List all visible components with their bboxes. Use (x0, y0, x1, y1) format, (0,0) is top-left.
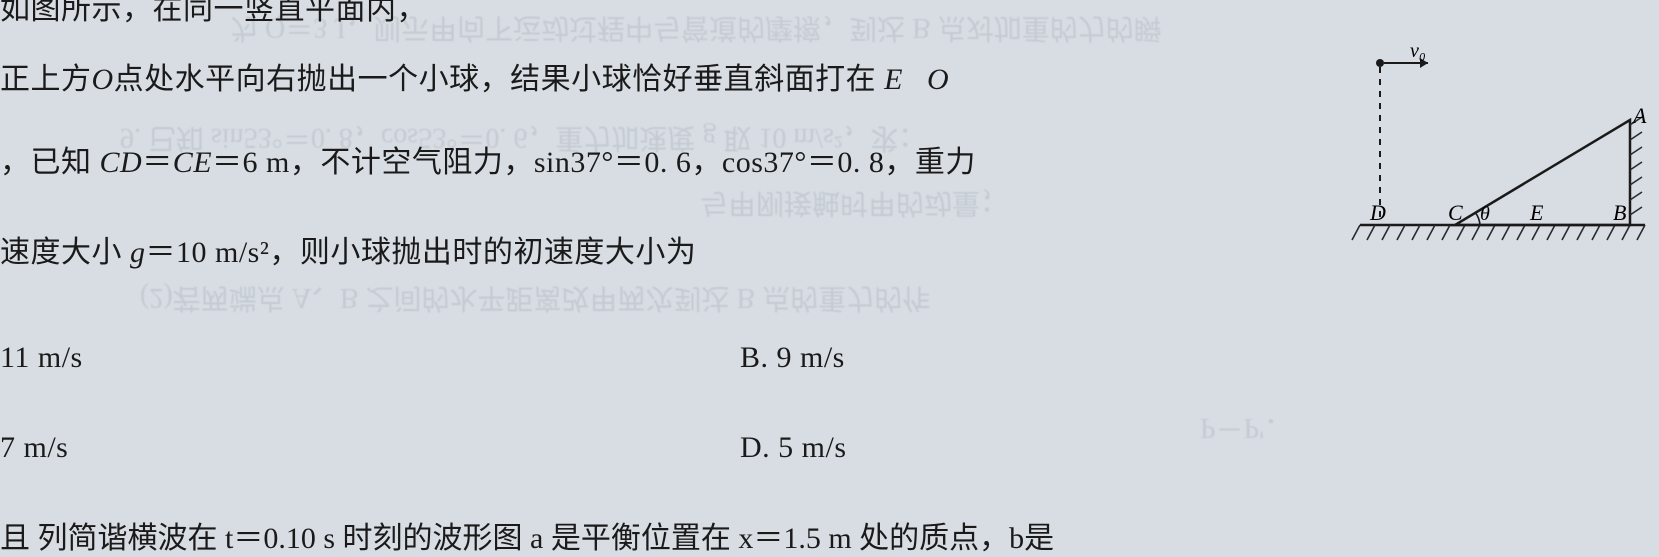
ghost-line: 与甲刚接触时甲的动量； (700, 185, 1008, 225)
diagram-svg: v₀ (1350, 45, 1650, 255)
problem-line-2: ，已知 CD＝CE＝6 m，不计空气阻力，sin37°＝0. 6，cos37°＝… (0, 145, 976, 181)
ground-hatch (1352, 225, 1645, 240)
option-d: D. 5 m/s (740, 430, 847, 466)
option-b: B. 9 m/s (740, 340, 845, 376)
text: ＝10 m/s²，则小球抛出时的初速度大小为 (146, 236, 697, 269)
label-theta: θ (1480, 203, 1490, 225)
page-root: 为 Q＝3 J，则示甲向下运动过程中与管道的摩擦，到达 B 点对加重的力的瞬 9… (0, 0, 1659, 551)
label-E: E (1529, 200, 1544, 225)
label-D: D (1369, 200, 1386, 225)
point-O2: O (927, 63, 949, 96)
label-B: B (1613, 200, 1626, 225)
point-O: O (92, 63, 114, 96)
option-c: 7 m/s (0, 430, 68, 466)
projectile-diagram: v₀ (1350, 45, 1650, 255)
eq: ＝ (142, 146, 173, 179)
label-A: A (1631, 103, 1647, 128)
text: ，已知 (0, 146, 100, 179)
var-g: g (130, 236, 146, 269)
text: ＝6 m，不计空气阻力，sin37°＝0. 6，cos37°＝0. 8，重力 (212, 146, 976, 179)
next-question-fragment: 且 列简谐横波在 t＝0.10 s 时刻的波形图 a 是平衡位置在 x＝1.5 … (0, 513, 1054, 557)
point-E: E (876, 63, 911, 96)
problem-line-0: 如图所示，在同一竖直平面内， (0, 0, 427, 28)
option-a: 11 m/s (0, 340, 83, 376)
var-CE: CE (173, 146, 212, 179)
point-O-dot (1376, 59, 1384, 67)
text: 点处水平向右抛出一个小球，结果小球恰好垂直斜面打在 (114, 63, 877, 96)
text: 正上方 (0, 63, 92, 96)
var-CD: CD (100, 146, 143, 179)
ghost-line: (2)若两端点 A、B 之间的水平距离改甲两次到达 B 点的重力的作 (140, 280, 930, 320)
problem-line-1: 正上方O点处水平向右抛出一个小球，结果小球恰好垂直斜面打在 E O (0, 62, 949, 98)
ghost-line: P－P'． (1200, 410, 1292, 450)
v0-label: v₀ (1410, 45, 1426, 62)
label-C: C (1448, 200, 1463, 225)
problem-line-3: 速度大小 g＝10 m/s²，则小球抛出时的初速度大小为 (0, 235, 696, 271)
wall-hatch (1630, 117, 1642, 215)
text: 速度大小 (0, 236, 130, 269)
